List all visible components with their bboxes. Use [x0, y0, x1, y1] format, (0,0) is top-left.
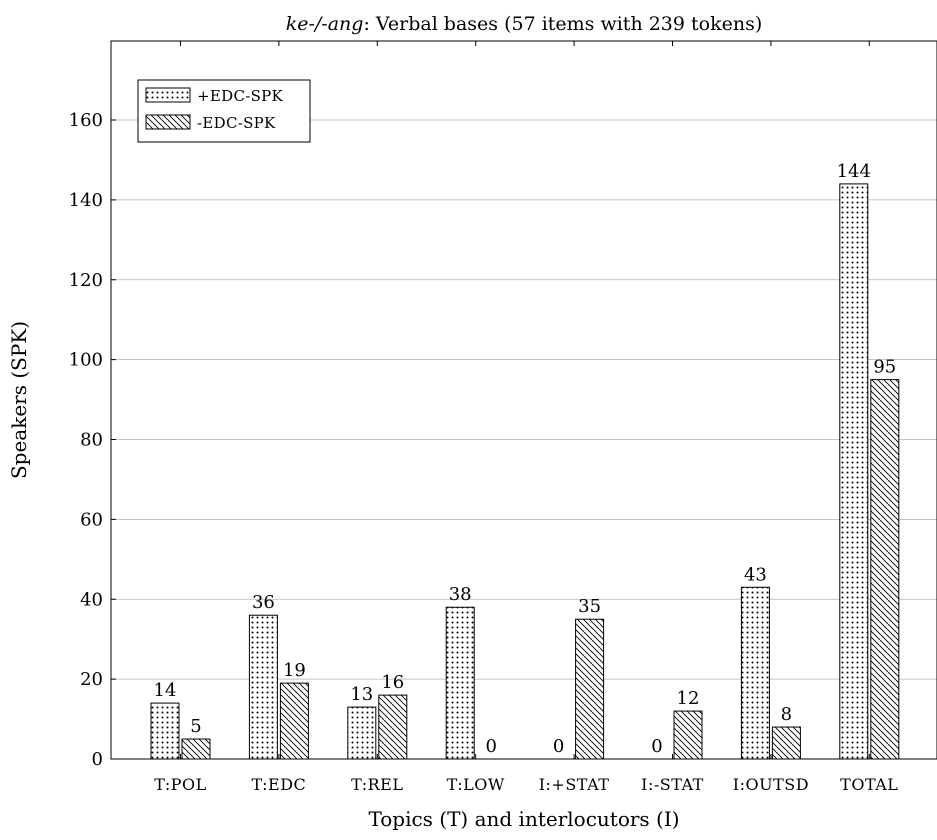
y-axis-label: Speakers (SPK) [7, 321, 31, 479]
bar-edc-spk-minus [279, 682, 309, 760]
bar-value-label: 13 [350, 684, 373, 705]
y-tick-label: 40 [80, 589, 103, 610]
bar-value-label: 35 [578, 596, 601, 617]
bar-value-label: 0 [553, 736, 564, 757]
plot-frame [110, 40, 937, 760]
bar-edc-spk-plus [347, 706, 377, 760]
legend-label-edc-spk-plus: +EDC-SPK [197, 87, 284, 105]
bar-edc-spk-plus [740, 586, 770, 760]
bar-value-label: 144 [837, 161, 871, 182]
legend-swatch-edc-spk-plus [145, 87, 191, 103]
bar-edc-spk-plus [150, 702, 180, 760]
y-tick-label: 60 [80, 509, 103, 530]
bar-edc-spk-plus [248, 614, 278, 760]
bar-edc-spk-plus [839, 183, 869, 760]
bar-edc-spk-plus [445, 606, 475, 760]
y-tick-label: 100 [69, 350, 103, 371]
x-tick-label: T:REL [351, 775, 403, 794]
bar-value-label: 95 [873, 357, 896, 378]
bar-value-label: 0 [651, 736, 662, 757]
bar-value-label: 19 [283, 660, 306, 681]
x-axis-label: Topics (T) and interlocutors (I) [368, 807, 679, 831]
chart-title: ke-/-ang: Verbal bases (57 items with 23… [286, 13, 763, 35]
bar-edc-spk-minus [870, 379, 900, 760]
x-tick-label: TOTAL [840, 775, 898, 794]
y-tick-label: 160 [69, 110, 103, 131]
legend-label-edc-spk-minus: -EDC-SPK [197, 114, 276, 132]
bar-edc-spk-minus [575, 618, 605, 760]
legend: +EDC-SPK -EDC-SPK [137, 79, 311, 143]
bar-edc-spk-minus [378, 694, 408, 760]
grid-lines [111, 119, 937, 680]
bar-value-label: 14 [154, 680, 177, 701]
y-tick-label: 120 [69, 270, 103, 291]
x-tick-label: I:OUTSD [733, 775, 809, 794]
x-tick-label: I:-STAT [641, 775, 704, 794]
bar-edc-spk-minus [771, 726, 801, 760]
bar-value-label: 12 [677, 688, 700, 709]
x-tick-label: I:+STAT [539, 775, 610, 794]
y-tick-label: 0 [92, 749, 103, 770]
x-tick-label: T:POL [154, 775, 207, 794]
bar-value-label: 38 [449, 584, 472, 605]
bar-value-label: 0 [485, 736, 496, 757]
y-tick-label: 80 [80, 430, 103, 451]
x-tick-label: T:EDC [252, 775, 307, 794]
legend-swatch-edc-spk-minus [145, 114, 191, 130]
bars: 14 5 36 19 13 16 38 0 0 35 0 12 43 8 144 95 [150, 161, 900, 760]
bar-value-label: 5 [190, 716, 201, 737]
x-tick-label: T:LOW [447, 775, 505, 794]
y-tick-label: 20 [80, 669, 103, 690]
bar-value-label: 8 [781, 704, 792, 725]
bar-value-label: 16 [381, 672, 404, 693]
y-tick-label: 140 [69, 190, 103, 211]
bar-value-label: 36 [252, 592, 275, 613]
bar-value-label: 43 [744, 564, 767, 585]
bar-edc-spk-minus [673, 710, 703, 760]
bar-edc-spk-minus [181, 738, 211, 760]
